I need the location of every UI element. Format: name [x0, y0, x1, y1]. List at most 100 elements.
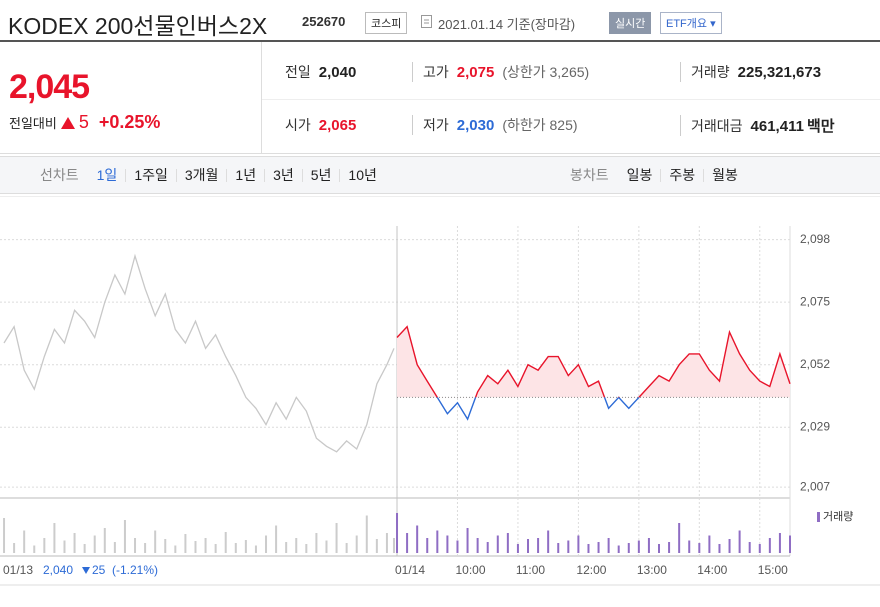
- x-tick-label: 14:00: [697, 563, 727, 577]
- volume-bar: [335, 523, 338, 553]
- volume-bar: [144, 543, 147, 553]
- volume-bar: [154, 530, 157, 553]
- up-arrow: [60, 116, 75, 129]
- y-tick-label: 2,098: [800, 232, 830, 246]
- volume-bar: [728, 539, 731, 553]
- volume-bar: [587, 544, 590, 553]
- volume-bar: [33, 545, 36, 553]
- volume-bar: [194, 541, 197, 553]
- code: 252670: [302, 14, 346, 29]
- prev-day-line: [3, 253, 395, 453]
- summary-label: 고가: [423, 64, 449, 80]
- summary-unit: 백만: [806, 118, 835, 135]
- candle-tab[interactable]: 일봉: [626, 166, 653, 183]
- y-tick-label: 2,052: [800, 357, 830, 371]
- volume-bar: [224, 532, 227, 553]
- x-tick-label: 10:00: [455, 563, 485, 577]
- volume-bar: [254, 545, 257, 553]
- period-tabs: 선차트 1일 1주일 3개월 1년 3년 5년 10년: [32, 157, 385, 193]
- volume-bar: [355, 535, 358, 553]
- etf-button[interactable]: ETF개요 ▾: [660, 12, 722, 34]
- volume-bar: [265, 535, 268, 553]
- period-tab[interactable]: 3개월: [175, 168, 227, 182]
- volume-bar: [43, 538, 46, 553]
- summary-label: 전일: [285, 64, 311, 80]
- period-tab[interactable]: 1일: [96, 166, 118, 183]
- summary-cell: 전일 2,040: [275, 62, 356, 82]
- volume-bar: [678, 523, 681, 553]
- volume-bar: [53, 523, 56, 553]
- summary-cell: 시가 2,065: [275, 115, 356, 135]
- volume-bar: [392, 538, 395, 553]
- change: 5: [78, 112, 89, 132]
- summary-label: 시가: [285, 117, 311, 133]
- volume-bar: [627, 543, 630, 553]
- volume-bar: [496, 535, 499, 553]
- period-tab[interactable]: 5년: [301, 168, 340, 182]
- volume-bar: [577, 535, 580, 553]
- period-tab[interactable]: 1주일: [125, 168, 176, 182]
- realtime-button[interactable]: 실시간: [609, 12, 652, 34]
- volume-bar: [234, 543, 237, 553]
- price-line-below: [436, 397, 640, 421]
- volume-bar: [567, 540, 570, 553]
- doc-icon: [421, 15, 432, 28]
- volume-bar: [113, 542, 116, 553]
- x-tick-label: 13:00: [637, 563, 667, 577]
- summary-value: 2,030: [456, 117, 495, 134]
- candle-tab[interactable]: 월봉: [703, 168, 746, 182]
- date: 2021.01.14 기준(장마감): [438, 17, 576, 32]
- summary-note: (하한가 825): [502, 117, 578, 133]
- prev-close: 2,040: [43, 563, 73, 577]
- summary-label: 거래량: [691, 64, 730, 80]
- change-label: 전일대비: [9, 116, 57, 131]
- volume-bar: [73, 533, 76, 553]
- legend-label: 거래량: [823, 510, 853, 523]
- volume-bar: [365, 515, 368, 553]
- change-row: 전일대비 5 +0.25%: [9, 112, 160, 133]
- volume-bar: [778, 533, 781, 553]
- summary-label: 저가: [423, 117, 449, 133]
- y-tick-label: 2,029: [800, 419, 830, 433]
- volume-bar: [204, 538, 207, 553]
- period-tab[interactable]: 1년: [226, 168, 264, 182]
- candle-tab[interactable]: 주봉: [660, 168, 703, 182]
- current-price: 2,045: [9, 68, 90, 106]
- volume-bar: [295, 538, 298, 553]
- volume-bar: [385, 533, 388, 553]
- summary-value: 2,040: [318, 64, 357, 81]
- volume-bar: [103, 528, 106, 553]
- volume-bar: [768, 538, 771, 553]
- volume-bar: [537, 538, 540, 553]
- volume-bar: [617, 545, 620, 553]
- volume-bar: [23, 530, 26, 553]
- volume-bar: [134, 538, 137, 553]
- volume-bar: [557, 543, 560, 553]
- volume-bar: [486, 542, 489, 553]
- volume-bar: [13, 543, 16, 553]
- volume-bar: [527, 539, 530, 553]
- volume-bar: [547, 530, 550, 553]
- volume-bar: [214, 544, 217, 553]
- volume-bar: [748, 542, 751, 553]
- volume-bar: [375, 539, 378, 553]
- period-tab[interactable]: 10년: [339, 168, 384, 182]
- legend-swatch: [817, 512, 820, 522]
- y-tick-label: 2,075: [800, 294, 830, 308]
- chart: 2,007 2,029 2,052 2,075 2,098 01/13 01/14 10:00…: [0, 196, 880, 586]
- y-tick-label: 2,007: [800, 479, 830, 493]
- price-panel: 2,045 전일대비 5 +0.25%: [0, 42, 262, 153]
- market-badge: 코스피: [365, 12, 408, 34]
- x-tick-label: 12:00: [576, 563, 606, 577]
- x-tick-label: 15:00: [758, 563, 788, 577]
- volume-bar: [607, 538, 610, 553]
- period-tab[interactable]: 3년: [264, 168, 302, 182]
- summary-value: 225,321,673: [737, 64, 822, 81]
- volume-bar: [83, 544, 86, 553]
- volume-bar: [184, 534, 187, 553]
- x-tick-label: 01/13: [3, 563, 33, 577]
- tab-group-label: 봉차트: [570, 166, 609, 183]
- summary-value: 461,411: [750, 118, 804, 135]
- volume-bar: [658, 544, 661, 553]
